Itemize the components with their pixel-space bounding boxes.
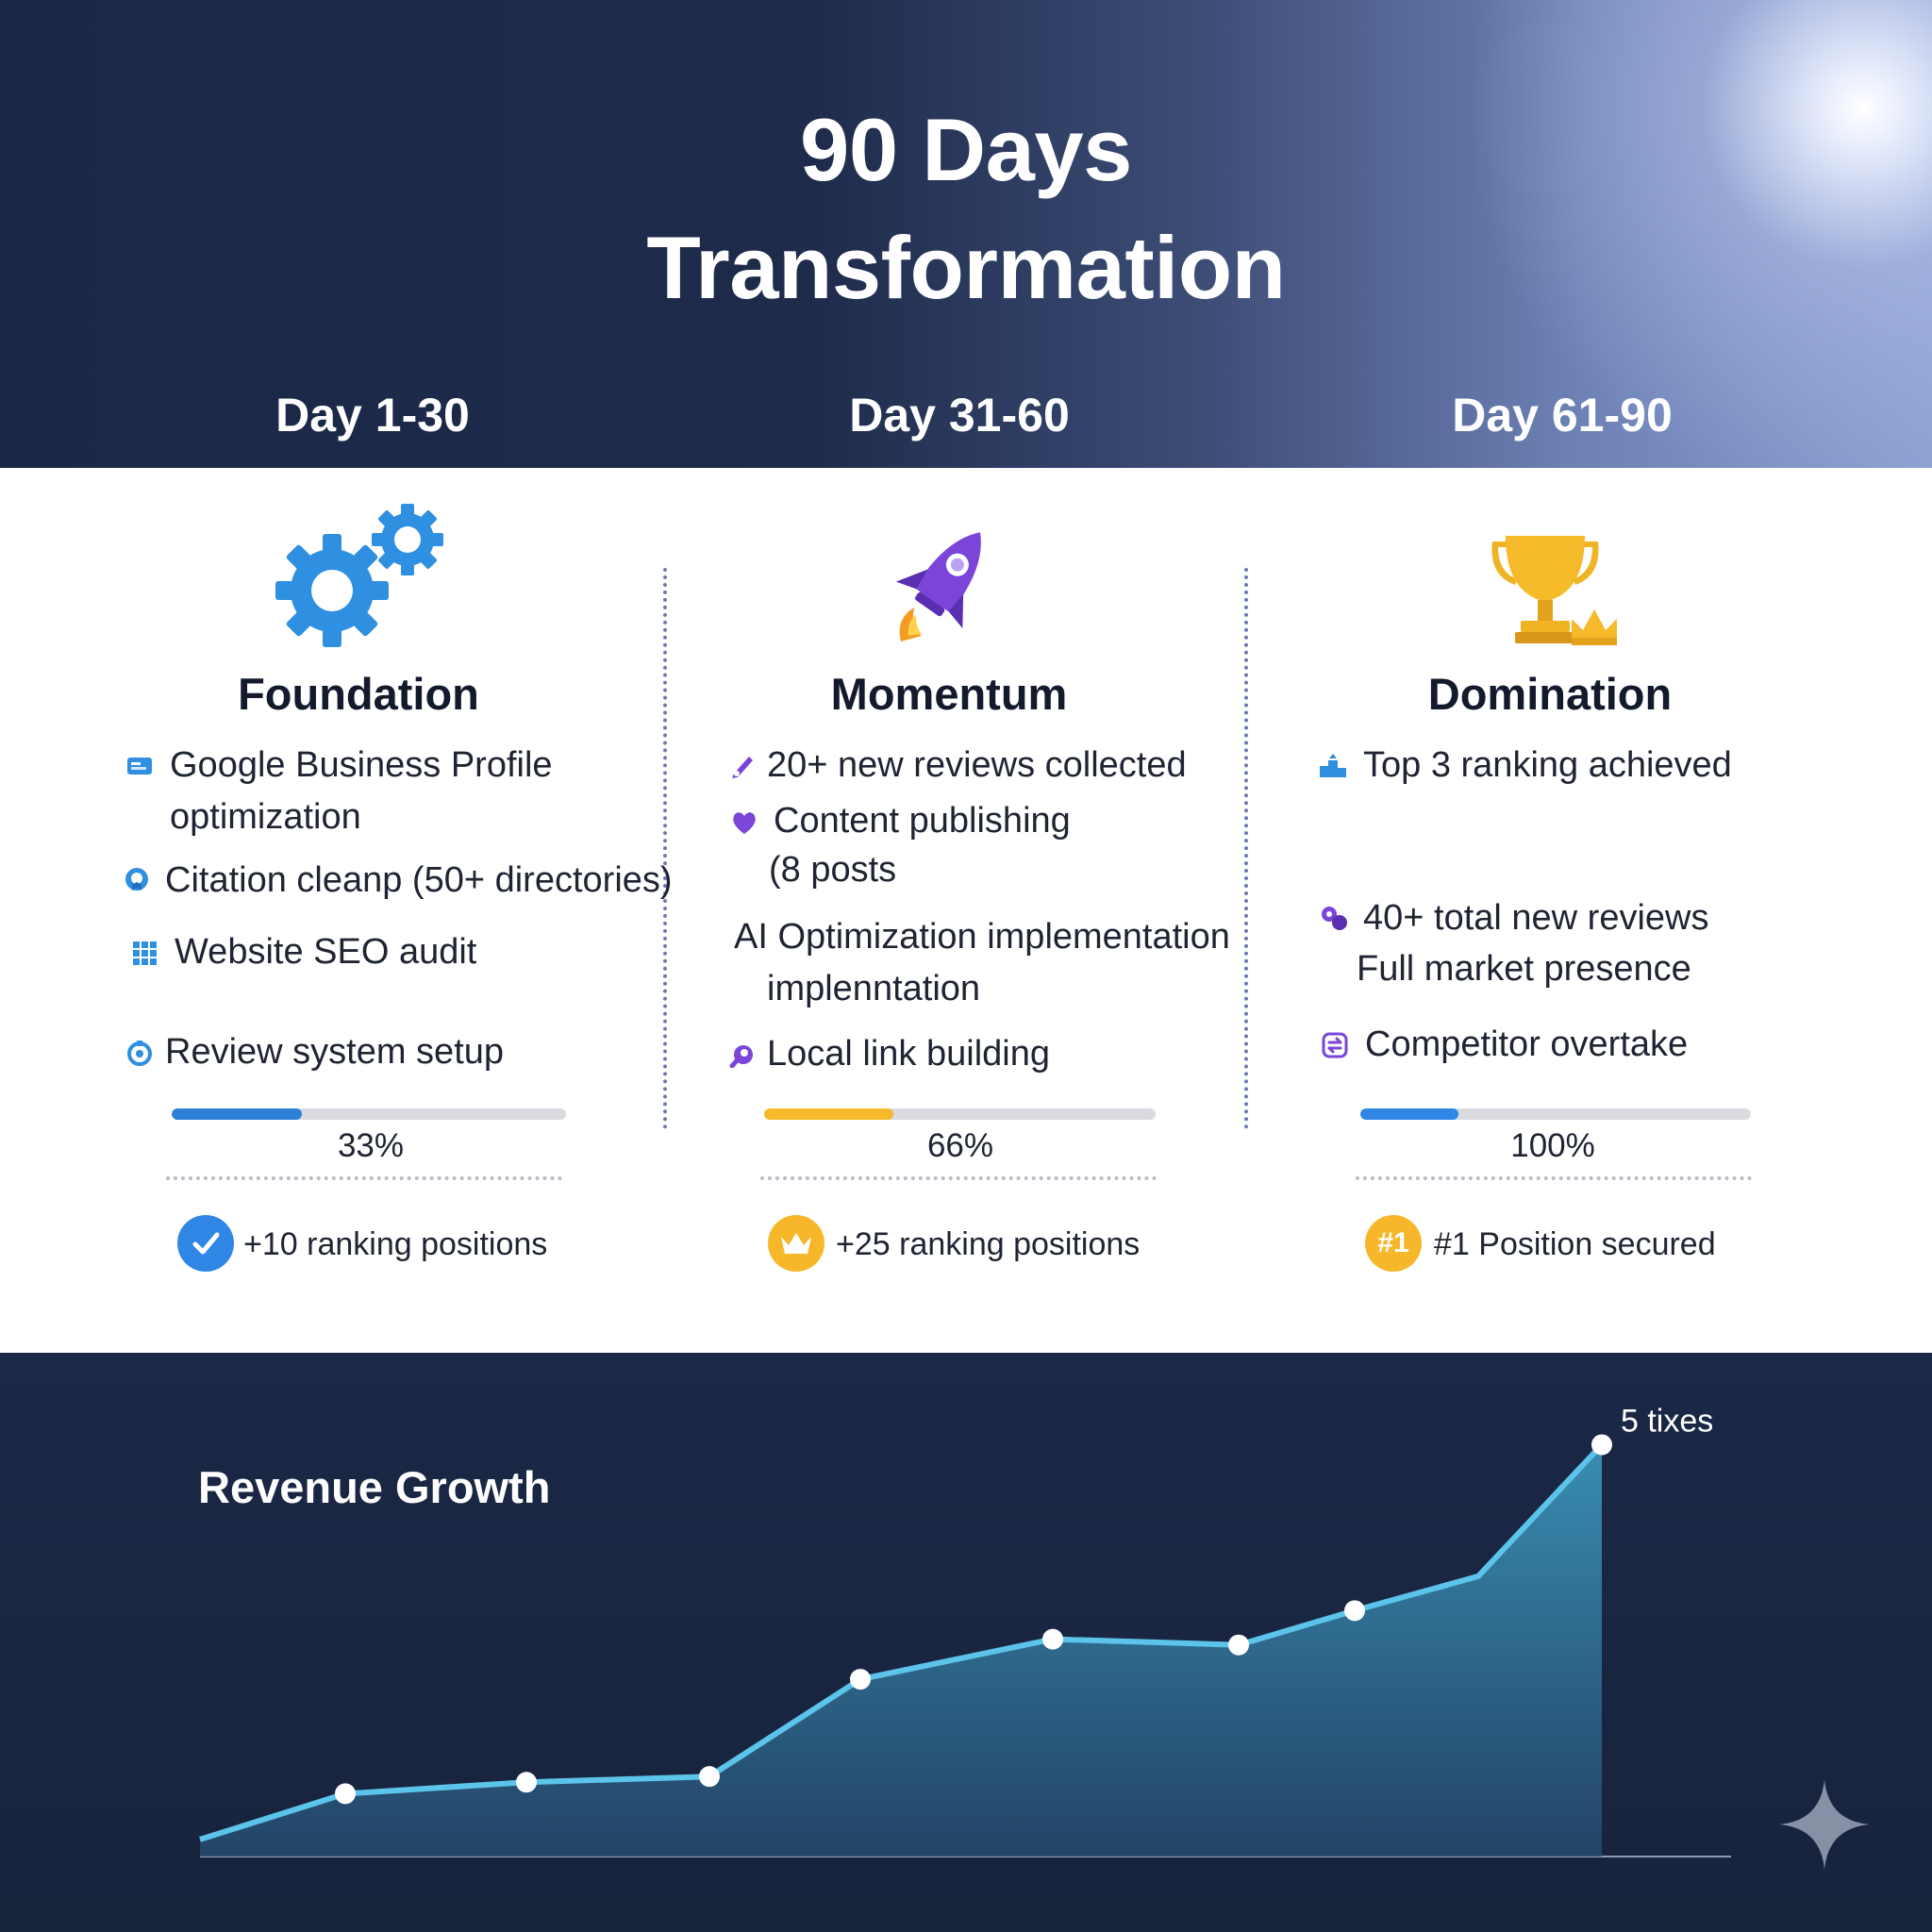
chart-point	[850, 1669, 871, 1690]
progress-bar	[764, 1108, 1156, 1120]
chart-title: Revenue Growth	[198, 1462, 551, 1512]
phase-period-2: Day 31-60	[849, 389, 1070, 441]
number-one-icon: #1	[1365, 1215, 1422, 1272]
link-icon	[729, 1041, 756, 1073]
progress-label: 66%	[926, 1127, 994, 1164]
list-item: 40+ total new reviews	[1363, 892, 1708, 944]
item-text-line2: Full market presence	[1357, 949, 1691, 989]
result-text: +25 ranking positions	[836, 1226, 1141, 1262]
progress-fill	[172, 1108, 302, 1120]
dotted-separator	[166, 1176, 562, 1180]
pen-icon	[728, 751, 757, 784]
column-divider	[663, 568, 667, 1129]
chart-point	[1042, 1628, 1063, 1650]
item-text: Website SEO audit	[175, 932, 477, 972]
progress-fill	[1360, 1108, 1458, 1120]
header-banner: 90 Days Transformation Day 1-30 Day 31-6…	[0, 0, 1932, 468]
item-text: Content publishing	[774, 801, 1071, 841]
list-item: AI Optimization implementation	[734, 911, 1230, 963]
item-text: Top 3 ranking achieved	[1363, 745, 1732, 785]
trophy-icon	[1479, 528, 1630, 656]
result-text: +10 ranking positions	[243, 1226, 548, 1262]
podium-icon	[1318, 753, 1348, 784]
crown-icon	[768, 1215, 824, 1272]
list-item: Citation cleanp (50+ directories)	[165, 855, 673, 907]
chart-point	[516, 1772, 537, 1793]
list-item: Competitor overtake	[1365, 1019, 1688, 1071]
phase-name-2: Momentum	[830, 669, 1068, 719]
phase-name-3: Domination	[1427, 669, 1673, 719]
page-title-line2: Transformation	[646, 218, 1286, 317]
list-item: Google Business Profile optimization	[170, 740, 553, 843]
gears-icon	[274, 500, 462, 656]
chart-series-line	[199, 1442, 1605, 1842]
item-text-line2: implenntation	[767, 969, 981, 1008]
item-text-line2: (8 posts	[769, 850, 897, 890]
list-item: Review system setup	[165, 1026, 504, 1078]
sparkle-icon	[1777, 1777, 1872, 1876]
chart-point	[1344, 1600, 1365, 1622]
list-item: Content publishing	[774, 795, 1071, 847]
dotted-separator	[760, 1176, 1157, 1180]
phase-name-1: Foundation	[238, 669, 479, 719]
rocket-icon	[882, 517, 1005, 663]
badge-icon	[124, 866, 150, 897]
item-text: Google Business Profile	[170, 745, 553, 785]
bubbles-icon	[1320, 905, 1348, 938]
dotted-separator	[1356, 1176, 1752, 1180]
check-circle-icon	[177, 1215, 234, 1272]
item-text-line2: optimization	[170, 797, 361, 837]
chart-point	[1591, 1434, 1612, 1456]
item-text: Competitor overtake	[1365, 1024, 1689, 1064]
list-item: Top 3 ranking achieved	[1363, 740, 1732, 791]
result-text: #1 Position secured	[1434, 1226, 1716, 1262]
progress-label: 33%	[337, 1127, 405, 1164]
item-text: 40+ total new reviews	[1363, 898, 1709, 938]
progress-bar	[172, 1108, 566, 1120]
swap-icon	[1321, 1031, 1349, 1064]
progress-bar	[1360, 1108, 1751, 1120]
list-item: 20+ new reviews collected	[767, 740, 1187, 791]
chart-point	[335, 1783, 356, 1805]
badge-text: #1	[1377, 1227, 1409, 1258]
chart-area-fill	[200, 1444, 1602, 1857]
grid-icon	[131, 940, 159, 973]
progress-fill	[764, 1108, 893, 1120]
item-text: Citation cleanp (50+ directories)	[165, 860, 673, 900]
progress-label: 100%	[1510, 1127, 1595, 1164]
chart-point	[1228, 1634, 1249, 1656]
chart-annotation: 5 tixes	[1621, 1403, 1713, 1439]
storefront-icon	[126, 755, 153, 782]
item-text: Local link building	[767, 1034, 1050, 1074]
chart-point	[699, 1766, 720, 1788]
page-title-line1: 90 Days	[800, 100, 1132, 199]
review-icon	[126, 1040, 153, 1071]
list-item: Local link building	[767, 1028, 1050, 1080]
item-text: Review system setup	[165, 1032, 505, 1072]
phase-period-3: Day 61-90	[1452, 389, 1673, 441]
item-text: AI Optimization implementation	[734, 917, 1230, 957]
phase-period-1: Day 1-30	[275, 389, 470, 441]
item-text: 20+ new reviews collected	[767, 745, 1187, 785]
list-item: Website SEO audit	[175, 926, 476, 978]
column-divider	[1244, 568, 1248, 1129]
heart-icon	[730, 808, 758, 841]
